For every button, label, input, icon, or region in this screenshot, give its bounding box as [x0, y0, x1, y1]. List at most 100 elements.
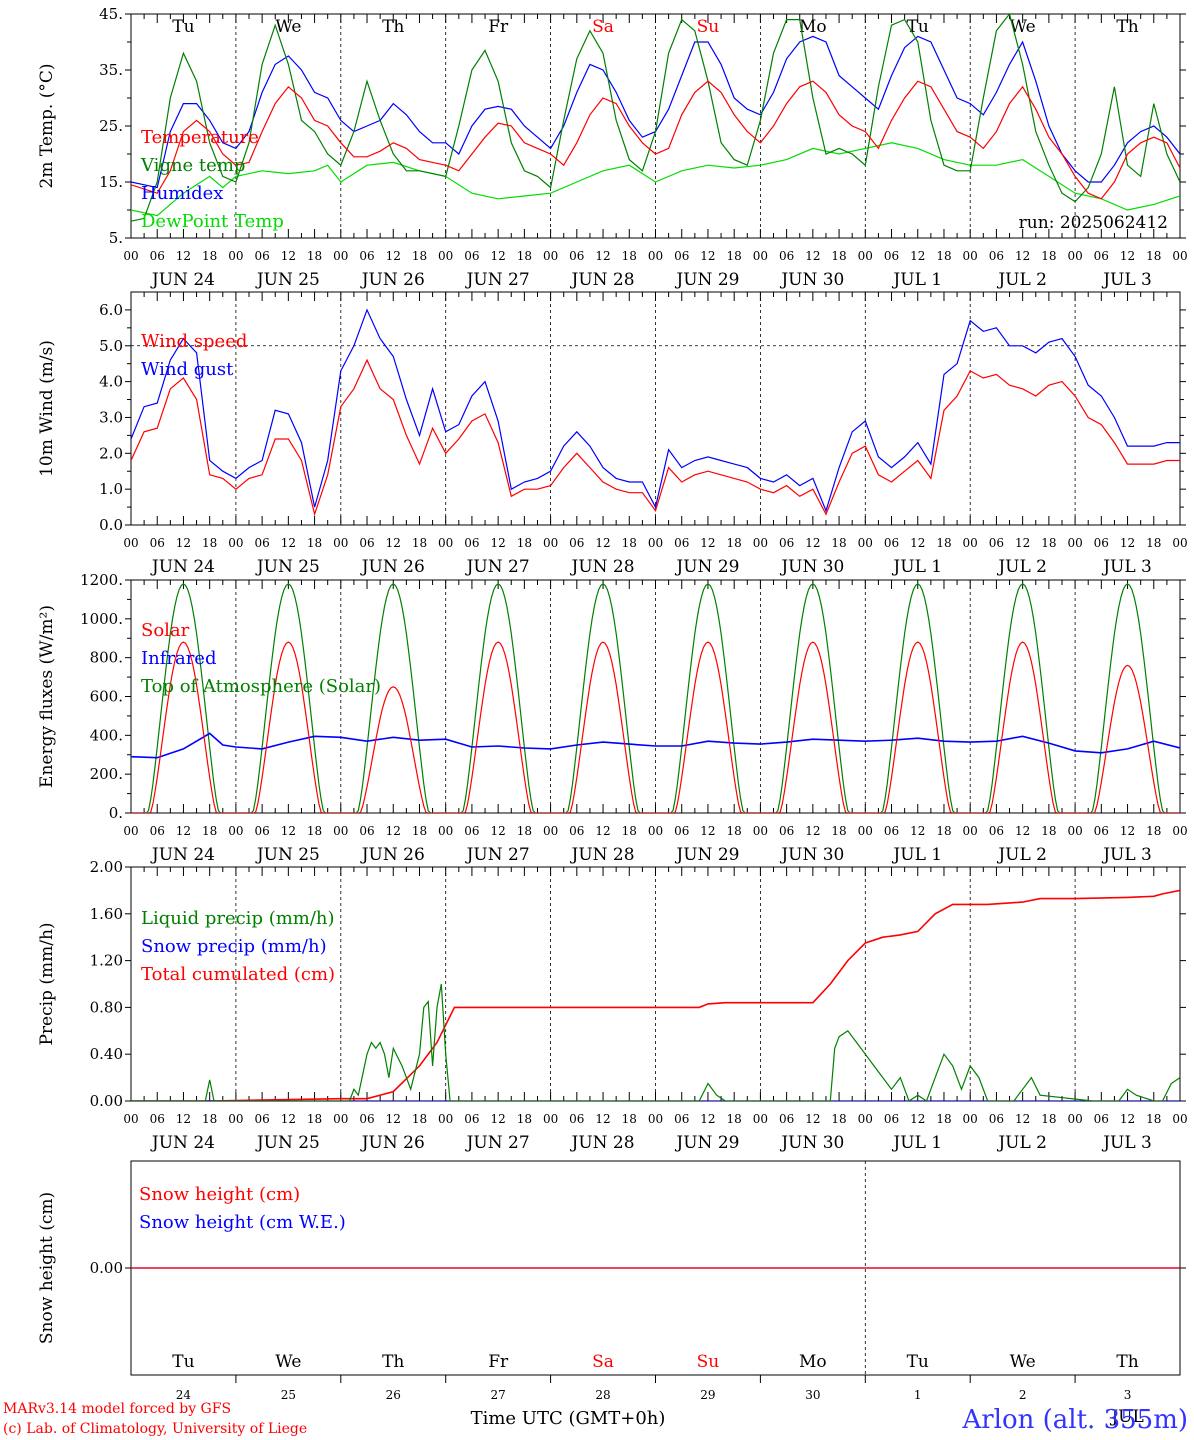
date-label: JUN 26 [360, 845, 425, 865]
hour-label: 06 [359, 1112, 374, 1126]
hour-label: 06 [1094, 824, 1109, 838]
hour-label: 18 [622, 536, 637, 550]
hour-label: 00 [753, 536, 768, 550]
hour-label: 00 [1172, 824, 1187, 838]
date-label: JUL 3 [1101, 845, 1152, 865]
day-name-label: Fr [488, 1352, 509, 1372]
hour-label: 12 [595, 824, 610, 838]
hour-label: 06 [884, 1112, 899, 1126]
date-label: JUN 30 [779, 1133, 844, 1153]
date-label: JUN 25 [255, 845, 320, 865]
hour-label: 00 [858, 536, 873, 550]
day-number-label: 2 [1019, 1388, 1027, 1402]
hour-label: 18 [1041, 1112, 1056, 1126]
hour-label: 00 [438, 1112, 453, 1126]
hour-label: 12 [910, 536, 925, 550]
hour-label: 06 [674, 1112, 689, 1126]
day-name-label: Th [1116, 17, 1138, 37]
hour-label: 06 [359, 824, 374, 838]
hour-label: 06 [779, 249, 794, 263]
y-tick-label: 0.00 [90, 1092, 123, 1110]
x-axis-label: Time UTC (GMT+0h) [471, 1408, 666, 1429]
day-name-label: Th [382, 1352, 404, 1372]
hour-label: 00 [1067, 824, 1082, 838]
day-number-label: 26 [386, 1388, 401, 1402]
series-line-total-cumulated-cm [131, 889, 1180, 1101]
y-tick-label: 800. [90, 649, 123, 667]
y-axis-label: Energy fluxes (W/m²) [37, 605, 57, 788]
hour-label: 12 [1015, 249, 1030, 263]
hour-label: 06 [150, 1112, 165, 1126]
hour-label: 12 [491, 824, 506, 838]
hour-label: 06 [569, 536, 584, 550]
hour-label: 12 [700, 1112, 715, 1126]
hour-label: 18 [412, 824, 427, 838]
hour-label: 18 [831, 536, 846, 550]
hour-label: 06 [464, 824, 479, 838]
hour-label: 12 [386, 249, 401, 263]
y-tick-label: 2.0 [99, 444, 123, 462]
hour-label: 18 [727, 536, 742, 550]
y-tick-label: 1.20 [90, 952, 123, 970]
day-name-label: We [1010, 1352, 1036, 1372]
y-axis-label: 10m Wind (m/s) [37, 340, 57, 477]
hour-label: 18 [727, 824, 742, 838]
hour-label: 12 [281, 824, 296, 838]
hour-label: 00 [123, 536, 138, 550]
hour-label: 18 [1041, 536, 1056, 550]
y-tick-label: 35. [99, 61, 123, 79]
day-number-label: 29 [700, 1388, 715, 1402]
hour-label: 12 [176, 536, 191, 550]
day-name-label: We [275, 17, 301, 37]
legend-entry-temperature: Temperature [141, 127, 259, 148]
hour-label: 18 [727, 1112, 742, 1126]
hour-label: 00 [438, 249, 453, 263]
hour-label: 18 [831, 824, 846, 838]
panel-1: 5. 15. 25. 35. 45. 2m Temp. (°C) 00 06 12 18 00 06 1… [37, 5, 1188, 290]
hour-label: 12 [386, 1112, 401, 1126]
date-label: JUN 29 [674, 845, 739, 865]
hour-label: 12 [176, 249, 191, 263]
hour-label: 06 [464, 1112, 479, 1126]
day-name-label: Sa [592, 17, 614, 37]
hour-label: 06 [150, 249, 165, 263]
hour-label: 12 [805, 824, 820, 838]
date-label: JUN 30 [779, 557, 844, 577]
legend-entry-vigne-temp: Vigne temp [140, 155, 245, 176]
hour-label: 12 [910, 1112, 925, 1126]
hour-label: 00 [1172, 249, 1187, 263]
hour-label: 18 [202, 824, 217, 838]
hour-label: 12 [595, 249, 610, 263]
series-line-humidex [131, 35, 1180, 189]
y-tick-label: 2.00 [90, 858, 123, 876]
hour-label: 00 [228, 824, 243, 838]
hour-label: 12 [1015, 824, 1030, 838]
series-line-dewpoint-temp [131, 142, 1180, 217]
hour-label: 12 [491, 249, 506, 263]
date-label: JUL 3 [1101, 270, 1152, 290]
hour-label: 18 [517, 1112, 532, 1126]
hour-label: 06 [569, 1112, 584, 1126]
y-tick-label: 5.0 [99, 337, 123, 355]
series-line-solar [131, 641, 1180, 813]
legend-entry-solar: Solar [141, 620, 190, 641]
hour-label: 12 [805, 536, 820, 550]
hour-label: 18 [412, 1112, 427, 1126]
hour-label: 12 [910, 249, 925, 263]
hour-label: 00 [963, 1112, 978, 1126]
date-label: JUN 27 [465, 845, 530, 865]
hour-label: 12 [386, 536, 401, 550]
date-label: JUL 2 [996, 270, 1047, 290]
day-number-label: 25 [281, 1388, 296, 1402]
legend-entry-wind-gust: Wind gust [141, 359, 234, 380]
hour-label: 18 [517, 536, 532, 550]
hour-label: 18 [1146, 536, 1161, 550]
date-label: JUN 25 [255, 1133, 320, 1153]
y-tick-label: 45. [99, 5, 123, 23]
y-tick-label: 15. [99, 173, 123, 191]
hour-label: 12 [700, 536, 715, 550]
month-label: JUL [1109, 1407, 1143, 1427]
legend-entry-wind-speed: Wind speed [141, 331, 247, 352]
day-number-label: 27 [491, 1388, 506, 1402]
hour-label: 18 [622, 1112, 637, 1126]
